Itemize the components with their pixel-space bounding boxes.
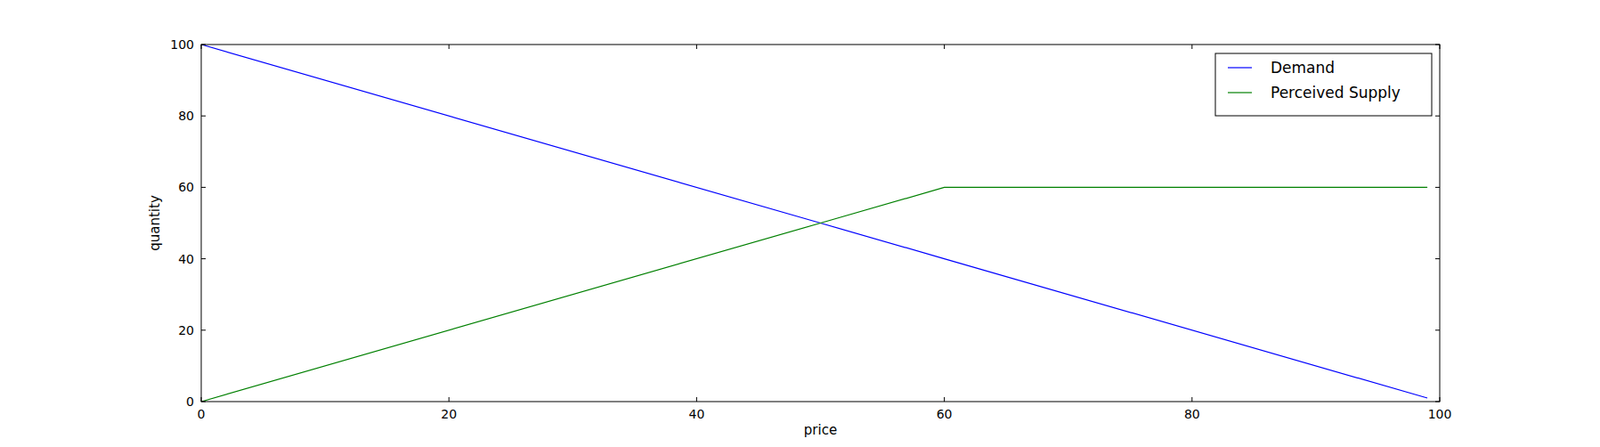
x-tick <box>1439 44 1441 49</box>
y-tick <box>201 258 206 260</box>
y-tick <box>201 401 206 403</box>
x-axis-label: price <box>804 422 837 439</box>
y-tick-label: 60 <box>178 179 195 195</box>
y-tick <box>1435 401 1440 403</box>
y-tick <box>1435 186 1440 188</box>
legend-box <box>1215 53 1432 116</box>
x-tick <box>448 397 450 402</box>
chart-svg: 0 20 40 60 80 100 0 20 40 60 80 100 price quantity Dem… <box>0 0 1600 447</box>
x-tick <box>943 44 945 49</box>
y-tick <box>1435 258 1440 260</box>
x-tick-label: 80 <box>1184 406 1201 422</box>
x-tick <box>201 397 203 402</box>
legend-swatch <box>1227 66 1252 68</box>
y-axis-label: quantity <box>146 194 163 252</box>
y-tick <box>201 44 206 46</box>
x-tick <box>696 397 698 402</box>
y-tick <box>1435 329 1440 331</box>
x-tick <box>1439 397 1441 402</box>
y-tick <box>1435 44 1440 46</box>
y-tick <box>1435 115 1440 117</box>
series-line <box>201 186 1428 402</box>
y-tick <box>201 329 206 331</box>
y-tick-label: 20 <box>178 323 195 338</box>
x-tick-label: 100 <box>1428 406 1453 422</box>
x-tick <box>943 397 945 402</box>
legend-swatch <box>1227 91 1252 93</box>
y-tick <box>201 115 206 117</box>
x-tick <box>1191 44 1193 49</box>
legend: Demand Perceived Supply <box>1215 53 1432 116</box>
y-tick-label: 100 <box>170 37 195 52</box>
x-tick <box>696 44 698 49</box>
y-tick-label: 80 <box>178 108 195 123</box>
plot-frame <box>201 44 1440 402</box>
x-tick <box>201 44 203 49</box>
y-tick <box>201 186 206 188</box>
y-tick-label: 0 <box>186 394 195 409</box>
legend-label: Demand <box>1270 58 1335 77</box>
x-tick <box>1191 397 1193 402</box>
legend-label: Perceived Supply <box>1270 83 1401 102</box>
y-tick-label: 40 <box>178 251 195 267</box>
x-tick-label: 0 <box>197 406 206 422</box>
x-tick-label: 60 <box>936 406 953 422</box>
chart-container: 0 20 40 60 80 100 0 20 40 60 80 100 price quantity Dem… <box>0 0 1600 447</box>
x-tick-label: 40 <box>688 406 705 422</box>
x-tick <box>448 44 450 49</box>
x-tick-label: 20 <box>440 406 457 422</box>
